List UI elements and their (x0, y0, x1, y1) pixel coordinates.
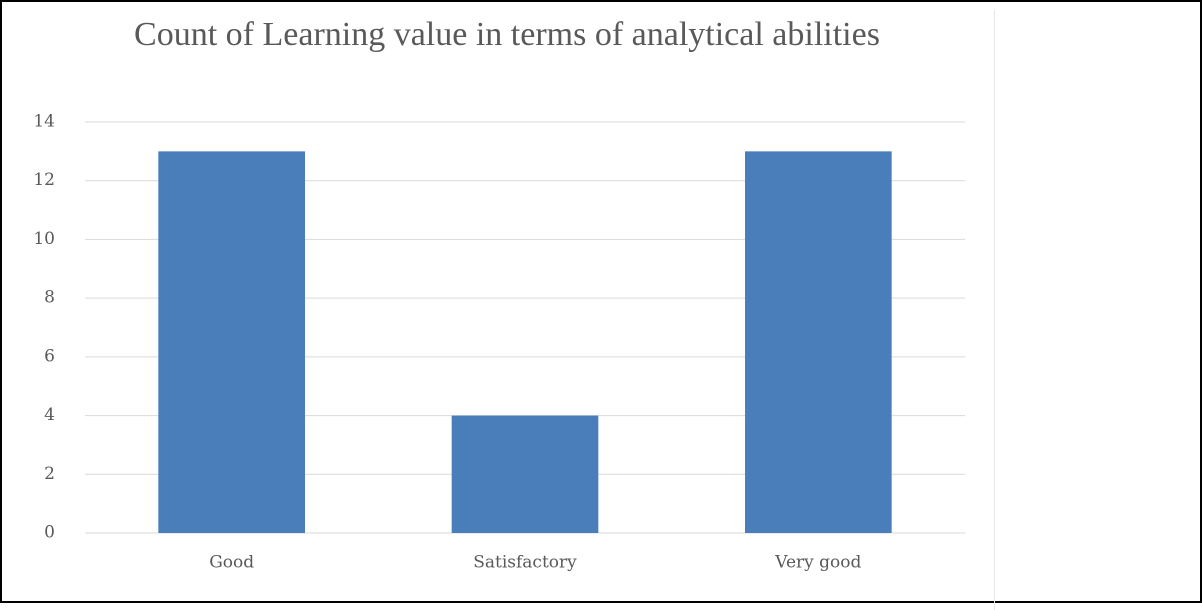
bar (158, 151, 305, 533)
y-tick-label: 2 (44, 464, 55, 484)
y-tick-label: 10 (33, 229, 55, 249)
y-tick-label: 4 (44, 405, 55, 425)
y-tick-label: 8 (44, 288, 55, 308)
bar (451, 415, 599, 533)
bar (745, 151, 892, 533)
x-tick-label: Good (209, 553, 254, 573)
y-tick-label: 12 (33, 170, 55, 190)
y-tick-label: 0 (44, 523, 55, 543)
chart-title: Count of Learning value in terms of anal… (134, 16, 880, 53)
x-tick-label: Very good (774, 553, 861, 573)
x-tick-label: Satisfactory (473, 553, 577, 573)
y-tick-label: 6 (44, 346, 55, 366)
y-tick-label: 14 (33, 112, 55, 132)
chart-area (10, 10, 995, 610)
